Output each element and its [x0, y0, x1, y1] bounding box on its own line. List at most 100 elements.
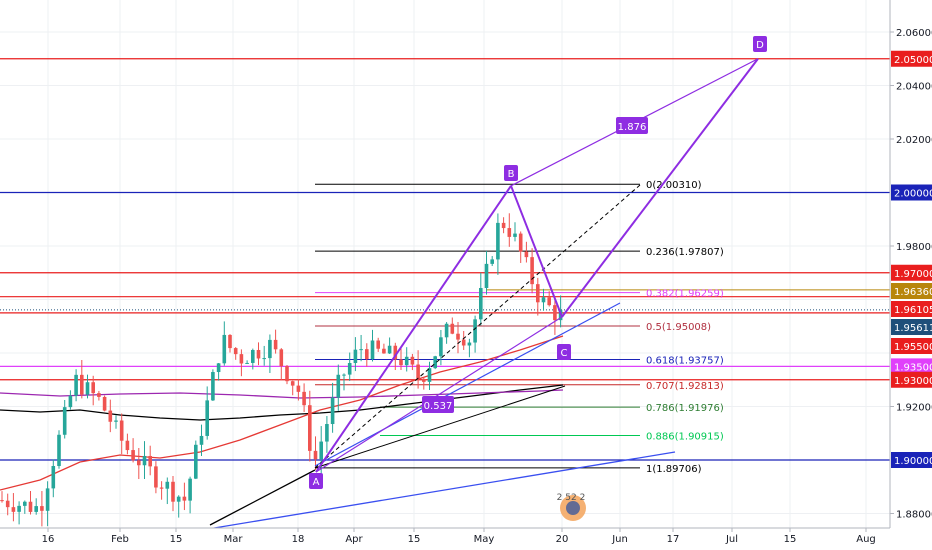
- price-tag-box: [891, 319, 932, 335]
- candle-body: [57, 434, 61, 467]
- trendline-black-upper: [314, 385, 566, 469]
- point-d-label-box: [753, 36, 767, 52]
- candle-body: [273, 339, 278, 350]
- price-tag-label: 2.05000: [894, 55, 932, 66]
- candle-body: [450, 323, 455, 334]
- price-axis[interactable]: [890, 0, 932, 528]
- time-axis[interactable]: [0, 528, 890, 550]
- candle-body: [17, 505, 21, 512]
- candle-body: [518, 233, 523, 252]
- candle-body: [23, 501, 27, 506]
- candle-body: [102, 396, 107, 411]
- candle-body: [62, 407, 67, 435]
- price-tag-label: 1.90000: [894, 456, 932, 467]
- candle-body: [97, 393, 101, 397]
- trend-lines: [189, 184, 676, 533]
- candle-body: [148, 455, 152, 467]
- candle-body: [68, 395, 73, 408]
- candle-body: [108, 410, 113, 422]
- candle-body: [245, 362, 249, 364]
- price-tag-label: 2.00000: [894, 189, 932, 200]
- fib-label: 0.236(1.97807): [646, 247, 724, 258]
- candle-body: [28, 501, 33, 512]
- time-tick-label: Apr: [345, 534, 363, 545]
- candle-body: [342, 374, 346, 376]
- fib-label: 0.5(1.95008): [646, 322, 711, 333]
- candle-body: [228, 334, 232, 349]
- candle-body: [479, 288, 483, 320]
- candle-body: [439, 337, 443, 357]
- candle-body: [256, 349, 261, 359]
- candle-body: [353, 349, 358, 364]
- candle-body: [5, 500, 10, 508]
- candle-body: [40, 506, 44, 511]
- price-tag-box: [891, 184, 932, 201]
- candle-body: [194, 444, 198, 479]
- candle-body: [142, 455, 147, 466]
- candle-body: [154, 466, 158, 488]
- candle-body: [393, 345, 398, 360]
- candle-body: [456, 333, 460, 340]
- fib-diagonal: [314, 184, 641, 469]
- candle-body: [410, 356, 415, 365]
- time-tick-label: May: [474, 534, 495, 545]
- candle-body: [199, 435, 204, 445]
- candle-body: [404, 356, 409, 366]
- pattern-diag-ac: [315, 316, 563, 473]
- point-c-label-box: [557, 344, 571, 360]
- time-tick-label: 15: [784, 534, 797, 545]
- candle-body: [85, 382, 90, 395]
- candle-body: [382, 348, 386, 354]
- price-tag-label: 1.95611: [894, 323, 932, 334]
- point-c-label: C: [561, 348, 568, 359]
- time-tick-label: Jul: [725, 534, 738, 545]
- time-tick-label: 15: [170, 534, 183, 545]
- candle-body: [490, 259, 494, 264]
- candle-body: [285, 366, 289, 382]
- price-tag-label: 1.93500: [894, 362, 932, 373]
- candle-body: [211, 372, 215, 401]
- point-a-label: A: [313, 477, 320, 488]
- watermark-core: [566, 501, 580, 515]
- candle-body: [302, 391, 306, 406]
- time-tick-label: 20: [556, 534, 569, 545]
- candle-body: [11, 507, 16, 512]
- candle-body: [137, 460, 141, 466]
- candle-body: [484, 263, 489, 289]
- price-axis-labels: 2.06000 2.04000 2.02000 1.98000 1.92000 1.880…: [889, 0, 932, 550]
- candle-body: [359, 349, 363, 351]
- candle-body: [171, 481, 175, 502]
- candle-body: [91, 382, 95, 394]
- pattern-leg-cd: [561, 58, 759, 318]
- candle-body: [279, 349, 284, 367]
- candle-body: [399, 359, 403, 366]
- time-tick-label: 17: [667, 534, 680, 545]
- time-tick-label: 15: [408, 534, 421, 545]
- candle-body: [182, 496, 187, 501]
- price-tag-label: 1.93000: [894, 376, 932, 387]
- watermark-text: 2 52 2: [557, 493, 586, 503]
- fib-label: 0(2.00310): [646, 180, 702, 191]
- candle-body: [444, 323, 449, 338]
- candle-body: [239, 354, 244, 364]
- time-tick-label: Jun: [611, 534, 628, 545]
- time-axis-bg: [0, 528, 890, 550]
- candle-body: [125, 440, 130, 451]
- candle-body: [268, 339, 272, 359]
- price-tick-label: 1.98000: [896, 242, 932, 253]
- candle-body: [365, 349, 369, 360]
- candle-body: [0, 500, 4, 502]
- candle-body: [45, 488, 50, 511]
- candle-body: [251, 349, 255, 363]
- candle-body: [233, 348, 238, 355]
- candle-body: [74, 374, 78, 396]
- ratio-cd-label-box: [616, 117, 648, 134]
- candle-body: [524, 251, 529, 258]
- candle-body: [308, 405, 312, 451]
- candle-body: [330, 397, 335, 425]
- time-tick-label: Feb: [111, 534, 129, 545]
- price-tag-box: [891, 301, 932, 317]
- candle-body: [216, 363, 221, 373]
